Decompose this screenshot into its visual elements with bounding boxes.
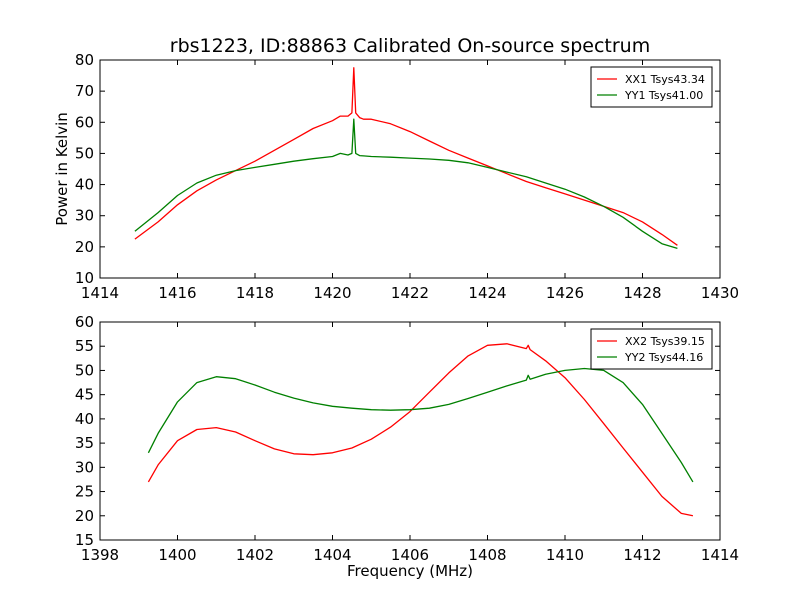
bottom-x-tick-label: 1398 — [81, 546, 119, 564]
bottom-x-tick-label: 1412 — [623, 546, 661, 564]
bottom-x-tick-label: 1402 — [236, 546, 274, 564]
top-y-tick-label: 80 — [75, 51, 94, 69]
top-y-tick-label: 50 — [75, 144, 94, 162]
bottom-x-tick-label: 1400 — [158, 546, 196, 564]
bottom-y-tick-label: 25 — [75, 483, 94, 501]
bottom-y-tick-label: 40 — [75, 410, 94, 428]
top-y-axis-label: Power in Kelvin — [53, 112, 71, 226]
top-y-tick-label: 70 — [75, 82, 94, 100]
top-x-tick-label: 1428 — [623, 284, 661, 302]
bottom-x-tick-label: 1410 — [546, 546, 584, 564]
top-x-tick-label: 1422 — [391, 284, 429, 302]
bottom-y-tick-label: 35 — [75, 434, 94, 452]
bottom-series-line-yy2 — [147, 367, 694, 483]
bottom-y-tick-label: 55 — [75, 337, 94, 355]
top-series-line-yy1 — [134, 118, 678, 250]
bottom-plot-area: 1398 1400 1402 1404 1406 1408 1410 1412 1414 15 20… — [75, 313, 739, 564]
bottom-x-tick-label: 1404 — [313, 546, 351, 564]
bottom-x-tick-label: 1414 — [701, 546, 739, 564]
top-y-tick-label: 30 — [75, 207, 94, 225]
bottom-y-tick-label: 30 — [75, 458, 94, 476]
top-x-tick-label: 1414 — [81, 284, 119, 302]
bottom-y-tick-label: 20 — [75, 507, 94, 525]
top-x-tick-label: 1424 — [468, 284, 506, 302]
bottom-y-tick-label: 50 — [75, 361, 94, 379]
top-x-tick-label: 1418 — [236, 284, 274, 302]
top-y-tick-label: 40 — [75, 176, 94, 194]
bottom-legend-entry: XX2 Tsys39.15 — [625, 335, 705, 348]
bottom-series-line-xx2 — [147, 343, 694, 517]
top-legend-entry: XX1 Tsys43.34 — [625, 73, 705, 86]
top-plot-area: 1414 1416 1418 1420 1422 1424 1426 1428 1430 10 20… — [75, 51, 739, 302]
bottom-legend-box — [590, 328, 713, 370]
top-y-tick-label: 60 — [75, 113, 94, 131]
bottom-x-tick-label: 1406 — [391, 546, 429, 564]
bottom-y-tick-label: 45 — [75, 386, 94, 404]
top-legend-box — [590, 66, 713, 108]
top-y-tick-label: 10 — [75, 269, 94, 287]
chart-title: rbs1223, ID:88863 Calibrated On-source s… — [170, 35, 650, 57]
bottom-legend-entry: YY2 Tsys44.16 — [624, 351, 703, 364]
top-x-tick-label: 1416 — [158, 284, 196, 302]
bottom-y-tick-label: 60 — [75, 313, 94, 331]
top-y-tick-label: 20 — [75, 238, 94, 256]
top-x-tick-label: 1420 — [313, 284, 351, 302]
top-x-tick-label: 1426 — [546, 284, 584, 302]
top-legend-entry: YY1 Tsys41.00 — [624, 89, 703, 102]
bottom-x-tick-label: 1408 — [468, 546, 506, 564]
top-series-line-xx1 — [134, 67, 678, 246]
top-x-tick-label: 1430 — [701, 284, 739, 302]
bottom-x-axis-label: Frequency (MHz) — [347, 562, 473, 580]
bottom-y-tick-label: 15 — [75, 531, 94, 549]
